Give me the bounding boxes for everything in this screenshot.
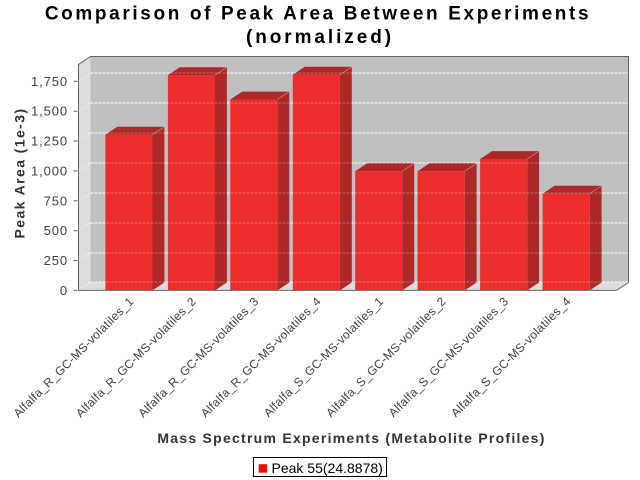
svg-text:1,250: 1,250 <box>31 134 68 149</box>
svg-text:1,750: 1,750 <box>31 74 68 89</box>
svg-text:Comparison of Peak Area Betwee: Comparison of Peak Area Between Experime… <box>45 4 591 25</box>
svg-text:250: 250 <box>44 253 68 268</box>
svg-text:1,000: 1,000 <box>31 163 68 178</box>
svg-text:Mass Spectrum Experiments (Met: Mass Spectrum Experiments (Metabolite Pr… <box>157 430 545 446</box>
svg-text:Peak Area (1e-3): Peak Area (1e-3) <box>12 108 28 239</box>
svg-text:(normalized): (normalized) <box>246 27 394 48</box>
svg-text:Peak 55(24.8878): Peak 55(24.8878) <box>272 460 383 476</box>
svg-text:0: 0 <box>60 283 68 298</box>
svg-text:1,500: 1,500 <box>31 104 68 119</box>
svg-text:750: 750 <box>44 193 68 208</box>
svg-text:500: 500 <box>44 223 68 238</box>
